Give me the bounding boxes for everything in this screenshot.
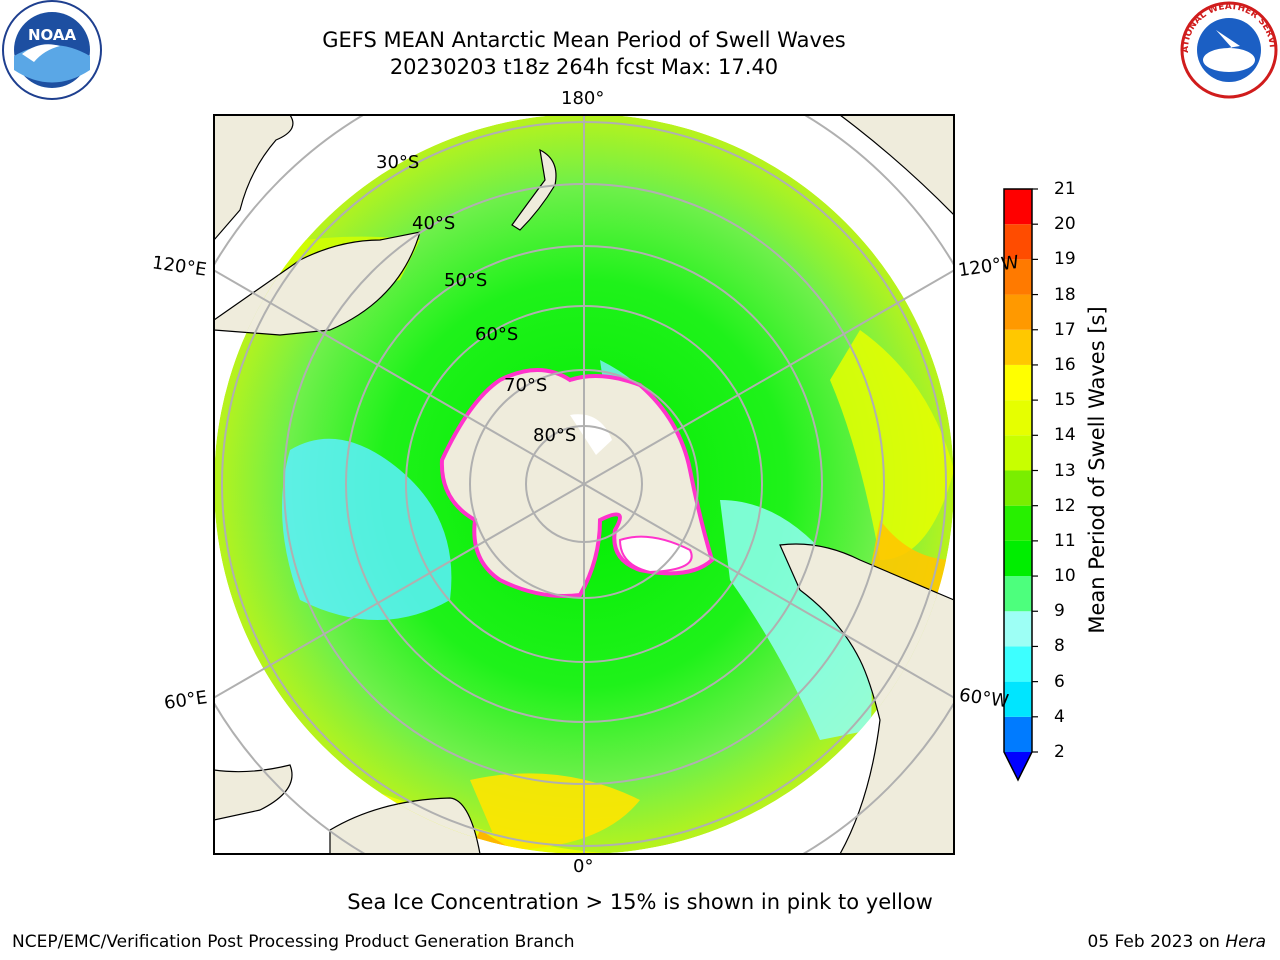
noaa-logo-text: NOAA bbox=[28, 26, 77, 44]
colorbar-segment bbox=[1004, 611, 1032, 647]
lat-label-60s: 60°S bbox=[475, 324, 519, 345]
colorbar-tick-label: 11 bbox=[1054, 530, 1076, 551]
chart-subtitle: 20230203 t18z 264h fcst Max: 17.40 bbox=[389, 55, 779, 79]
meridian-line bbox=[583, 269, 954, 485]
graticule bbox=[214, 115, 954, 854]
colorbar-segment bbox=[1004, 189, 1032, 225]
colorbar-segment bbox=[1004, 646, 1032, 682]
colorbar-label: Mean Period of Swell Waves [s] bbox=[1085, 306, 1109, 634]
lat-label-70s: 70°S bbox=[504, 375, 548, 396]
lat-label-80s: 80°S bbox=[533, 425, 577, 446]
colorbar-tick-label: 20 bbox=[1054, 214, 1076, 235]
colorbar-tick-label: 21 bbox=[1054, 179, 1076, 199]
lat-label-30s: 30°S bbox=[376, 152, 420, 173]
colorbar-tick-label: 16 bbox=[1054, 354, 1076, 375]
colorbar-segment bbox=[1004, 435, 1032, 471]
colorbar-tick-label: 19 bbox=[1054, 249, 1076, 270]
lon-label-180: 180° bbox=[561, 88, 605, 109]
colorbar-tick-label: 10 bbox=[1054, 566, 1076, 587]
colorbar-segment bbox=[1004, 576, 1032, 612]
footer-host: Hera bbox=[1225, 932, 1266, 952]
meridian-line bbox=[214, 483, 585, 699]
lat-label-50s: 50°S bbox=[444, 270, 488, 291]
colorbar-segment bbox=[1004, 681, 1032, 717]
colorbar bbox=[1003, 188, 1038, 782]
colorbar-tick-label: 8 bbox=[1054, 636, 1065, 657]
colorbar-tick-label: 13 bbox=[1054, 460, 1076, 481]
colorbar-tick-label: 18 bbox=[1054, 284, 1076, 305]
colorbar-segment bbox=[1004, 505, 1032, 541]
colorbar-tick-label: 17 bbox=[1054, 319, 1076, 340]
footer-date-text: 05 Feb 2023 on bbox=[1087, 932, 1220, 952]
meridian-line bbox=[214, 269, 585, 485]
colorbar-segment bbox=[1004, 259, 1032, 295]
colorbar-segment bbox=[1004, 364, 1032, 401]
colorbar-segment bbox=[1004, 329, 1032, 365]
colorbar-outline bbox=[1003, 188, 1033, 782]
sea-ice-caption: Sea Ice Concentration > 15% is shown in … bbox=[347, 890, 933, 914]
colorbar-tick-label: 6 bbox=[1054, 671, 1065, 692]
colorbar-tick-label: 15 bbox=[1054, 390, 1076, 411]
meridian-line bbox=[583, 483, 954, 699]
noaa-logo: NOAA bbox=[2, 0, 102, 100]
colorbar-tick-label: 14 bbox=[1054, 425, 1076, 446]
lon-label-0: 0° bbox=[573, 856, 594, 877]
footer-date: 05 Feb 2023 on Hera bbox=[1088, 932, 1266, 952]
nws-logo: NATIONAL WEATHER SERVICE bbox=[1178, 0, 1278, 99]
colorbar-tick-label: 12 bbox=[1054, 495, 1076, 516]
colorbar-segment bbox=[1004, 540, 1032, 577]
colorbar-segment bbox=[1004, 400, 1032, 436]
colorbar-extend-min bbox=[1004, 752, 1032, 780]
colorbar-tick-label: 9 bbox=[1054, 601, 1065, 622]
colorbar-segment bbox=[1004, 224, 1032, 260]
colorbar-tick-label: 4 bbox=[1054, 706, 1065, 727]
colorbar-segment bbox=[1004, 470, 1032, 506]
colorbar-segment bbox=[1004, 716, 1032, 752]
chart-title: GEFS MEAN Antarctic Mean Period of Swell… bbox=[322, 28, 846, 52]
map-frame bbox=[213, 114, 955, 855]
colorbar-tick-label: 2 bbox=[1054, 742, 1065, 762]
footer-branch: NCEP/EMC/Verification Post Processing Pr… bbox=[12, 932, 575, 952]
colorbar-segment bbox=[1004, 294, 1032, 330]
lat-label-40s: 40°S bbox=[412, 213, 456, 234]
